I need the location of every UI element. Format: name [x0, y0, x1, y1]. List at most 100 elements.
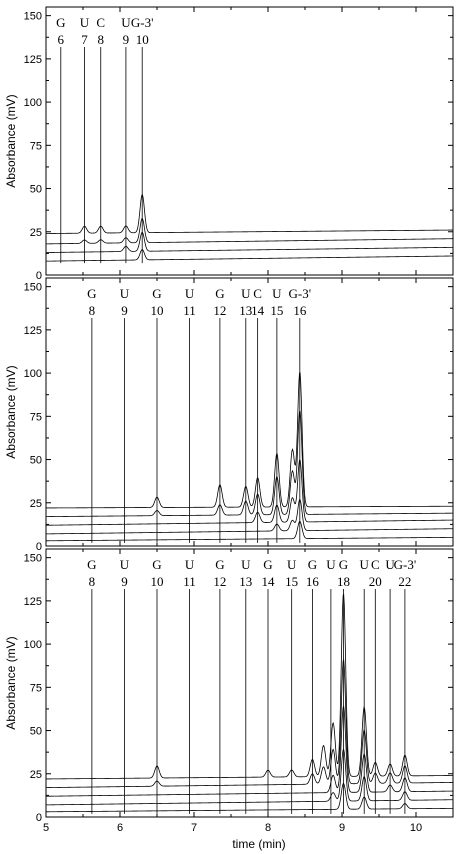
- y-tick-label: 100: [24, 97, 42, 109]
- marker-number: 8: [89, 574, 96, 589]
- marker-letter: G: [87, 286, 96, 301]
- marker-number: 14: [262, 574, 276, 589]
- y-tick-label: 25: [30, 769, 42, 781]
- marker-number: 11: [183, 303, 196, 318]
- marker-number: 7: [81, 32, 88, 47]
- marker-number: 10: [151, 303, 164, 318]
- marker-number: 15: [270, 303, 283, 318]
- marker-number: 8: [98, 32, 105, 47]
- trace-5: [46, 521, 454, 542]
- marker-letter: U: [360, 557, 370, 572]
- marker-letter: G-3': [289, 286, 312, 301]
- marker-number: 18: [337, 574, 350, 589]
- marker-letter: G: [339, 557, 348, 572]
- y-tick-label: 75: [30, 411, 42, 423]
- plot-frame: [45, 6, 454, 276]
- y-tick-label: 125: [24, 54, 42, 66]
- marker-number: 10: [136, 32, 149, 47]
- marker-number: 20: [369, 574, 382, 589]
- marker-number: 14: [251, 303, 265, 318]
- marker-number: 16: [293, 303, 307, 318]
- trace-1: [46, 194, 453, 234]
- y-tick-label: 75: [30, 140, 42, 152]
- marker-number: 12: [213, 303, 226, 318]
- trace-4: [45, 499, 454, 535]
- marker-letter: C: [96, 15, 105, 30]
- marker-letter: U: [120, 557, 130, 572]
- marker-number: 12: [213, 574, 226, 589]
- marker-letter: G: [152, 286, 161, 301]
- trace-3: [45, 705, 454, 797]
- marker-number: 9: [121, 574, 128, 589]
- y-axis-label: Absorbance (mV): [4, 636, 18, 729]
- y-tick-label: 75: [30, 682, 42, 694]
- marker-number: 9: [121, 303, 128, 318]
- y-axis-label: Absorbance (mV): [4, 94, 18, 187]
- marker-letter: C: [371, 557, 380, 572]
- marker-number: 22: [398, 574, 411, 589]
- panel-3: 0 25 50 75 100 125 150 5 6 7 8 9 10 Absorbance (mV) G 8…: [4, 548, 454, 834]
- marker-letter: U: [272, 286, 282, 301]
- x-tick-label: 7: [191, 822, 197, 834]
- x-axis-label: time (min): [232, 837, 285, 851]
- x-tick-label: 9: [339, 822, 345, 834]
- marker-letter: U: [185, 557, 195, 572]
- marker-number: 10: [151, 574, 164, 589]
- marker-number: 9: [123, 32, 130, 47]
- x-tick-label: 5: [43, 822, 49, 834]
- x-tick-label: 6: [117, 822, 123, 834]
- marker-letter: U: [185, 286, 195, 301]
- marker-letter: U: [241, 557, 251, 572]
- marker-letter: U: [326, 557, 336, 572]
- y-tick-label: 125: [24, 325, 42, 337]
- plot-frame: [45, 548, 454, 818]
- y-tick-label: 150: [24, 553, 42, 565]
- trace-5: [46, 782, 454, 813]
- marker-letter: G: [215, 286, 224, 301]
- marker-letter: G: [56, 15, 65, 30]
- marker-letter: U: [287, 557, 297, 572]
- trace-3: [46, 231, 453, 253]
- trace-2: [45, 218, 454, 245]
- y-tick-label: 25: [30, 498, 42, 510]
- trace-4: [45, 249, 454, 262]
- marker-letter: G: [308, 557, 317, 572]
- marker-letter: G: [87, 557, 96, 572]
- trace-1: [46, 372, 453, 509]
- marker-letter: U: [80, 15, 90, 30]
- y-tick-label: 50: [30, 455, 42, 467]
- y-tick-label: 150: [24, 282, 42, 294]
- y-tick-label: 0: [36, 541, 42, 553]
- y-tick-label: 50: [30, 726, 42, 738]
- y-axis-label: Absorbance (mV): [4, 365, 18, 458]
- marker-letter: C: [253, 286, 262, 301]
- marker-number: 8: [89, 303, 96, 318]
- marker-letter: U: [241, 286, 251, 301]
- trace-4: [45, 748, 454, 806]
- trace-2: [45, 658, 454, 789]
- trace-1: [46, 593, 454, 780]
- marker-letter: G: [215, 557, 224, 572]
- trace-3: [45, 459, 454, 526]
- marker-letter: G: [263, 557, 272, 572]
- y-tick-label: 25: [30, 227, 42, 239]
- marker-number: 13: [239, 303, 252, 318]
- marker-letter: G-3': [131, 15, 154, 30]
- y-tick-label: 0: [36, 270, 42, 282]
- marker-number: 11: [183, 574, 196, 589]
- marker-number: 6: [58, 32, 65, 47]
- trace-2: [45, 410, 453, 518]
- marker-letter: G-3': [394, 557, 417, 572]
- y-tick-label: 0: [36, 812, 42, 824]
- marker-number: 16: [306, 574, 320, 589]
- y-tick-label: 125: [24, 596, 42, 608]
- marker-letter: G: [152, 557, 161, 572]
- y-tick-label: 150: [24, 11, 42, 23]
- y-tick-label: 50: [30, 184, 42, 196]
- x-tick-label: 8: [265, 822, 271, 834]
- marker-number: 13: [239, 574, 252, 589]
